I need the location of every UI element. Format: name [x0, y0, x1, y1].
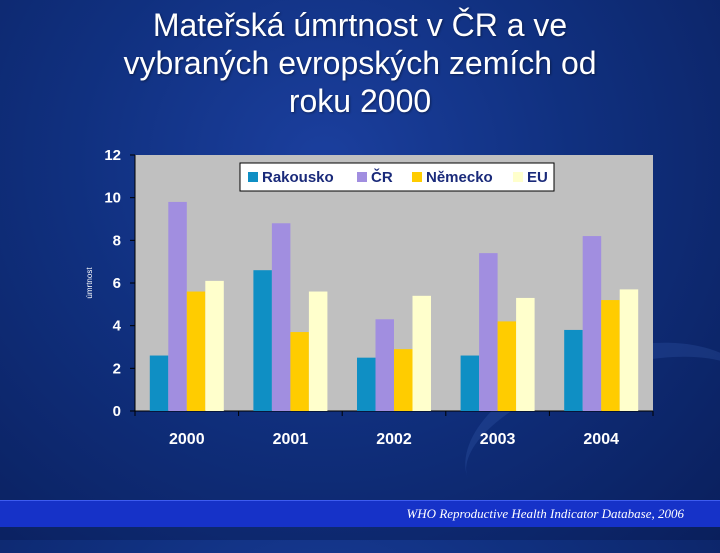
slide-title: Mateřská úmrtnost v ČR a ve vybraných ev…: [0, 6, 720, 120]
title-line-3: roku 2000: [288, 83, 432, 119]
bar: [186, 291, 206, 411]
y-tick-label: 0: [113, 403, 121, 420]
legend-label: Německo: [426, 169, 493, 186]
x-tick-label: 2001: [273, 431, 309, 448]
y-tick-label: 12: [104, 147, 121, 164]
bar: [601, 300, 620, 411]
legend-label: Rakousko: [262, 169, 334, 186]
bar: [308, 291, 328, 411]
bar: [497, 321, 517, 411]
bar: [582, 236, 602, 411]
legend-swatch: [513, 172, 523, 182]
bar: [564, 329, 583, 411]
bar: [290, 332, 309, 411]
bar: [460, 355, 480, 411]
bar: [479, 253, 498, 411]
x-tick-label: 2002: [376, 431, 412, 448]
bar: [253, 270, 272, 411]
bar: [205, 280, 224, 411]
x-tick-label: 2004: [583, 431, 619, 448]
bar: [394, 349, 413, 411]
legend-label: EU: [527, 169, 548, 186]
x-tick-label: 2003: [480, 431, 516, 448]
maternal-mortality-chart: 0 2 4 6 8 10 12 úmrtnost 2000 2001 2002 2003 2004 Rak…: [85, 147, 654, 448]
bar: [375, 319, 394, 411]
y-tick-label: 6: [113, 275, 121, 292]
bar: [357, 357, 376, 411]
x-tick-label: 2000: [169, 431, 205, 448]
title-line-2: vybraných evropských zemích od: [123, 45, 597, 81]
legend-box: [239, 162, 555, 192]
y-axis-label: úmrtnost: [85, 267, 94, 299]
y-tick-label: 4: [113, 318, 122, 335]
bar: [168, 201, 187, 411]
legend-label: ČR: [371, 168, 393, 186]
title-line-1: Mateřská úmrtnost v ČR a ve: [152, 7, 568, 43]
source-note: WHO Reproductive Health Indicator Databa…: [406, 506, 684, 521]
bar: [516, 297, 535, 411]
footer-bar: [0, 500, 720, 527]
bar: [149, 355, 169, 411]
y-tick-label: 2: [113, 360, 121, 377]
legend-swatch: [248, 172, 258, 182]
legend-swatch: [412, 172, 422, 182]
bar: [271, 223, 291, 411]
legend-swatch: [357, 172, 367, 182]
y-tick-label: 10: [104, 190, 121, 207]
bar: [412, 295, 431, 411]
y-tick-label: 8: [113, 232, 121, 249]
bar: [619, 289, 639, 411]
